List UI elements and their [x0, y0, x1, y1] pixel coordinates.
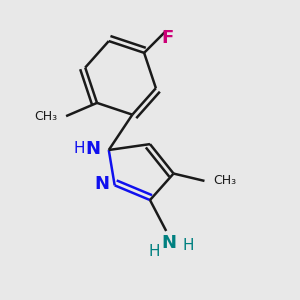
Text: H: H: [182, 238, 194, 253]
Text: H: H: [74, 141, 85, 156]
Text: CH₃: CH₃: [213, 174, 236, 188]
Text: H: H: [149, 244, 160, 259]
Text: N: N: [162, 234, 177, 252]
Text: F: F: [161, 29, 174, 47]
Text: CH₃: CH₃: [34, 110, 57, 123]
Text: N: N: [94, 175, 109, 193]
Text: N: N: [85, 140, 100, 158]
